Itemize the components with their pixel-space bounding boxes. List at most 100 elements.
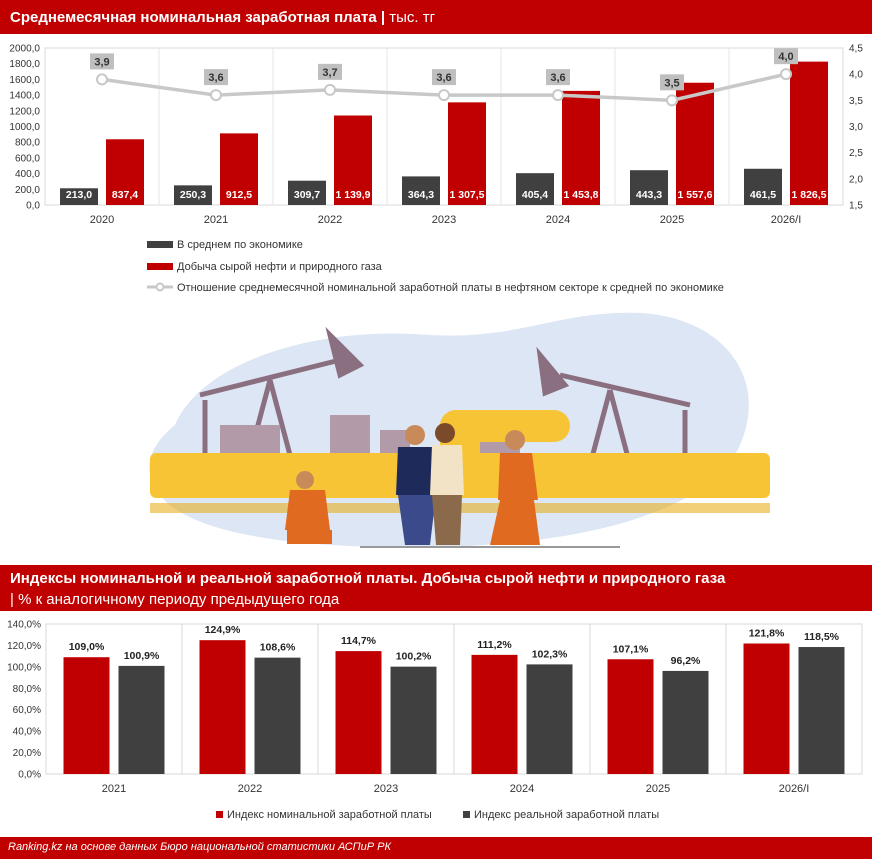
y-left-tick-label: 600,0: [15, 153, 40, 164]
bar-oil-gas-label: 1 826,5: [791, 189, 826, 201]
x-tick-label: 2026/I: [771, 214, 802, 226]
ratio-label: 3,6: [208, 72, 223, 84]
bar-real-label: 118,5%: [804, 631, 840, 643]
worker-kneeling-icon: [285, 471, 332, 544]
bar-oil-gas: [106, 139, 144, 205]
y-right-tick-label: 3,0: [849, 122, 863, 133]
wage-index-chart: 0,0% 20,0% 40,0% 60,0% 80,0% 100,0% 120,0% 140,…: [7, 620, 863, 821]
ratio-label-box: [318, 63, 342, 80]
chart1-title-banner: Среднемесячная номинальная заработная пл…: [0, 0, 872, 34]
bar-oil-gas-label: 1 453,8: [563, 189, 598, 201]
y-tick-label: 140,0%: [7, 620, 41, 631]
bar-oil-gas-label: 837,4: [112, 189, 138, 201]
y-tick-label: 80,0%: [13, 684, 41, 695]
y-left-tick-label: 2000,0: [9, 44, 40, 55]
y-left-tick-label: 1400,0: [9, 91, 40, 102]
x-tick-label: 2025: [660, 214, 684, 226]
bar-economy: [174, 185, 212, 205]
legend-label-economy: В среднем по экономике: [177, 239, 303, 251]
legend-swatch-nominal: [216, 811, 223, 818]
bar-real-index: [118, 665, 165, 774]
ratio-point: [324, 83, 336, 96]
bar-economy-label: 364,3: [408, 189, 434, 201]
ratio-label-box: [546, 69, 570, 86]
bar-economy: [630, 170, 668, 205]
bar-economy-label: 213,0: [66, 189, 92, 201]
bar-nominal-index: [335, 651, 382, 774]
bar-economy: [60, 188, 98, 205]
bar-economy: [516, 173, 554, 205]
bar-real-label: 96,2%: [671, 655, 701, 667]
bar-oil-gas: [334, 115, 372, 205]
y-left-tick-label: 200,0: [15, 185, 40, 196]
x-tick-label: 2022: [318, 214, 342, 226]
ratio-point: [780, 68, 792, 81]
ratio-label-box: [204, 69, 228, 86]
bar-oil-gas-label: 912,5: [226, 189, 252, 201]
legend-label-nominal: Индекс номинальной заработной платы: [227, 809, 432, 821]
ratio-label: 4,0: [778, 51, 793, 63]
bar-real-index: [254, 657, 301, 774]
bar-oil-gas: [220, 133, 258, 205]
y-left-tick-label: 1200,0: [9, 106, 40, 117]
x-tick-label: 2021: [102, 783, 126, 795]
legend-label-real: Индекс реальной заработной платы: [474, 809, 659, 821]
bar-real-label: 100,2%: [396, 651, 432, 663]
ratio-label: 3,5: [664, 77, 679, 89]
bar-real-label: 108,6%: [260, 642, 296, 654]
bar-real-index: [526, 664, 573, 774]
y-left-tick-label: 1000,0: [9, 122, 40, 133]
bar-nominal-label: 114,7%: [341, 635, 377, 647]
ratio-label-box: [774, 48, 798, 65]
bar-nominal-index: [471, 654, 518, 774]
ratio-label: 3,6: [550, 72, 565, 84]
y-right-tick-label: 2,5: [849, 148, 863, 159]
y-left-tick-label: 800,0: [15, 138, 40, 149]
oil-pump-right-icon: [536, 346, 691, 466]
bar-nominal-label: 121,8%: [749, 628, 785, 640]
y-right-tick-label: 2,0: [849, 174, 863, 185]
y-left-tick-label: 0,0: [26, 201, 40, 212]
x-tick-label: 2023: [432, 214, 456, 226]
bar-oil-gas: [790, 61, 828, 205]
legend-point-ratio: [155, 282, 165, 292]
ratio-label: 3,7: [322, 67, 337, 79]
bar-oil-gas: [562, 90, 600, 205]
chart2-subtitle: | % к аналогичному периоду предыдущего г…: [10, 591, 340, 608]
y-right-tick-label: 3,5: [849, 96, 863, 107]
bar-oil-gas-label: 1 307,5: [449, 189, 484, 201]
ratio-label: 3,6: [436, 72, 451, 84]
chart2-title: Индексы номинальной и реальной заработно…: [10, 570, 726, 587]
bar-oil-gas: [448, 102, 486, 205]
y-tick-label: 120,0%: [7, 641, 41, 652]
bar-economy-label: 443,3: [636, 189, 662, 201]
legend-label-oil-gas: Добыча сырой нефти и природного газа: [177, 261, 383, 273]
legend-swatch-oil-gas: [147, 263, 173, 270]
bar-oil-gas-label: 1 139,9: [335, 189, 370, 201]
plot-area: [44, 47, 844, 206]
x-tick-label: 2023: [374, 783, 398, 795]
bar-nominal-label: 111,2%: [477, 639, 512, 651]
worker-standing-middle-icon: [430, 423, 464, 545]
bar-economy-label: 250,3: [180, 189, 206, 201]
oil-workers-illustration: [149, 312, 770, 548]
bar-nominal-index: [607, 659, 654, 774]
bar-economy: [402, 176, 440, 205]
source-footer: Ranking.kz на основе данных Бюро национа…: [0, 837, 872, 859]
chart2-title-banner: Индексы номинальной и реальной заработно…: [0, 565, 872, 611]
worker-orange-icon: [490, 430, 540, 545]
bar-real-index: [390, 666, 437, 774]
bar-nominal-label: 124,9%: [205, 624, 241, 636]
ratio-label-box: [432, 69, 456, 86]
legend-swatch-real: [463, 811, 470, 818]
ratio-point: [210, 89, 222, 102]
salary-chart: 0,0 200,0 400,0 600,0 800,0 1000,0 1200,0 1400,…: [9, 44, 863, 295]
y-right-tick-label: 4,0: [849, 70, 863, 81]
y-right-tick-label: 1,5: [849, 201, 863, 212]
chart1-title: Среднемесячная номинальная заработная пл…: [10, 9, 436, 26]
bar-nominal-label: 109,0%: [69, 641, 105, 653]
ratio-label-box: [660, 74, 684, 91]
y-tick-label: 40,0%: [13, 727, 41, 738]
bar-economy-label: 405,4: [522, 189, 548, 201]
y-right-tick-label: 4,5: [849, 44, 863, 55]
